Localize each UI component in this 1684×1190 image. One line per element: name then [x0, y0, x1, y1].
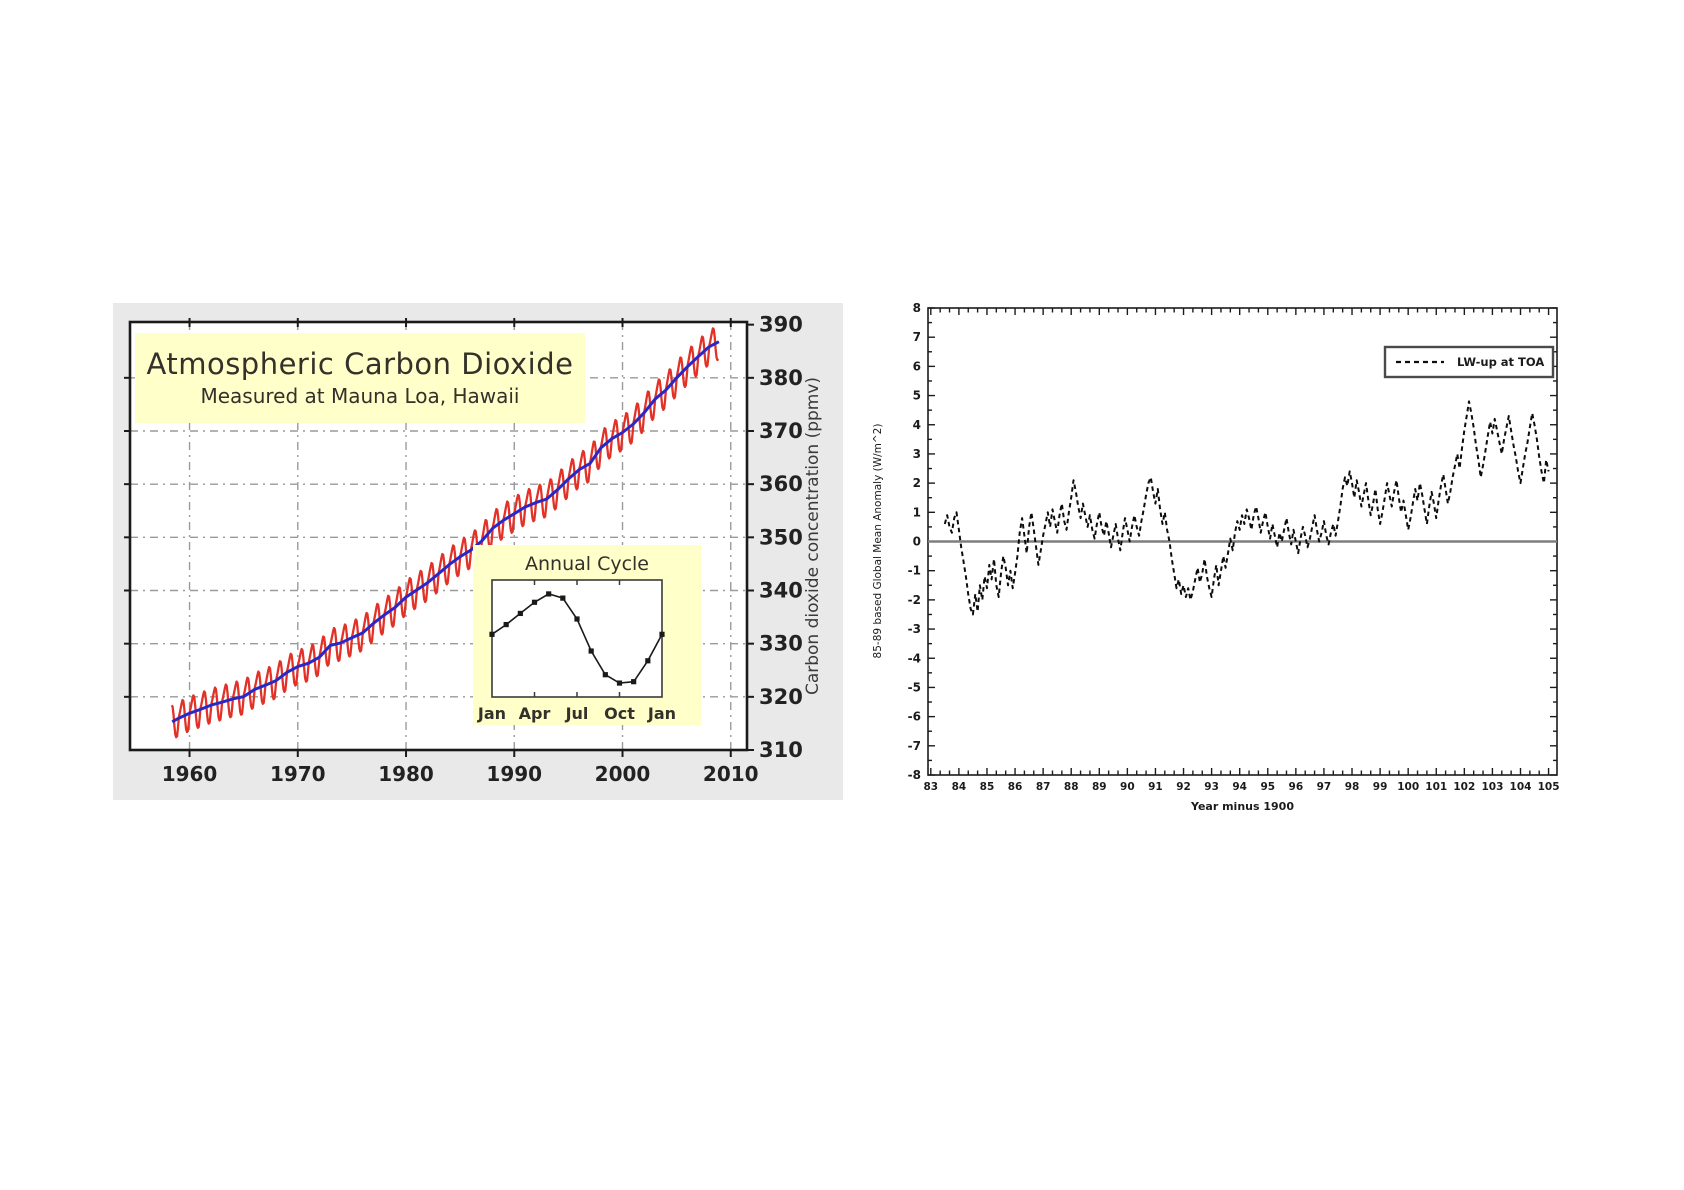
- x-tick-label: 94: [1232, 781, 1247, 793]
- x-tick-label: 2000: [595, 762, 651, 786]
- keeling-figure: 1960 1970 1980 1990 2000 2010 310 320 330 340 350 3…: [113, 303, 843, 800]
- keeling-title-box: Atmospheric Carbon Dioxide Measured at M…: [135, 333, 585, 423]
- x-tick-label: 105: [1538, 781, 1560, 793]
- inset-x-label: Jan: [477, 704, 506, 723]
- inset-x-label: Apr: [519, 704, 551, 723]
- annual-cycle-svg: Jan Apr Jul Oct Jan: [477, 579, 676, 723]
- inset-marker: [574, 616, 580, 622]
- keeling-title: Atmospheric Carbon Dioxide: [146, 347, 574, 382]
- y-tick-label: 360: [759, 472, 803, 496]
- x-tick-label: 86: [1008, 781, 1023, 793]
- inset-marker: [588, 648, 594, 654]
- trend-co2-line: [171, 340, 720, 724]
- x-tick-label: 1960: [162, 762, 218, 786]
- annual-cycle-title: Annual Cycle: [524, 553, 649, 575]
- x-tick-label: 88: [1064, 781, 1079, 793]
- y-tick-label: 3: [913, 447, 921, 461]
- legend: LW-up at TOA: [1383, 345, 1555, 379]
- erbe-y-axis-title: 85-89 based Global Mean Anomaly (W/m^2): [872, 423, 884, 659]
- y-tick-label: -4: [908, 651, 921, 665]
- inset-x-label: Oct: [604, 704, 635, 723]
- x-tick-label: 95: [1260, 781, 1275, 793]
- y-tick-label: -3: [908, 622, 921, 636]
- seasonal-co2-line: [170, 327, 720, 739]
- keeling-subtitle: Measured at Mauna Loa, Hawaii: [200, 383, 520, 408]
- x-tick-label: 1980: [378, 762, 434, 786]
- y-tick-label: 380: [759, 366, 803, 390]
- x-tick-label: 84: [952, 781, 967, 793]
- x-tick-label: 103: [1481, 781, 1503, 793]
- y-tick-label: 7: [913, 330, 921, 344]
- y-tick-label: 6: [913, 359, 921, 373]
- x-tick-label: 102: [1453, 781, 1475, 793]
- y-tick-label: 8: [913, 301, 921, 315]
- y-tick-label: -5: [908, 680, 921, 694]
- inset-x-label: Jan: [647, 704, 676, 723]
- y-tick-label: 0: [913, 535, 921, 549]
- inset-marker: [645, 658, 651, 664]
- inset-marker: [503, 621, 509, 628]
- erbe-chart-svg: -8 -7 -6 -5 -4 -3 -2 -1 0 1 2 3 4 5 6 7 8 83 84 85 86 87 88 89 9…: [908, 301, 1560, 793]
- x-tick-label: 1990: [486, 762, 542, 786]
- y-tick-label: -2: [908, 593, 921, 607]
- y-tick-label: 1: [913, 505, 921, 519]
- inset-marker: [631, 679, 637, 685]
- x-tick-label: 91: [1148, 781, 1163, 793]
- legend-box: [1383, 345, 1555, 379]
- x-tick-label: 97: [1317, 781, 1332, 793]
- y-tick-label: -6: [908, 710, 921, 724]
- x-tick-label: 96: [1289, 781, 1304, 793]
- y-tick-label: 320: [759, 685, 803, 709]
- x-tick-label: 2010: [703, 762, 759, 786]
- x-tick-label: 99: [1373, 781, 1388, 793]
- y-tick-label: -1: [908, 564, 921, 578]
- inset-marker: [659, 631, 665, 637]
- x-tick-label: 83: [923, 781, 938, 793]
- annual-cycle-inset: Annual Cycle Jan Apr Jul Oct Jan: [473, 545, 701, 725]
- x-tick-label: 93: [1204, 781, 1219, 793]
- plot-frame: [128, 320, 749, 752]
- y-tick-label: 2: [913, 476, 921, 490]
- y-tick-label: 340: [759, 578, 803, 602]
- x-tick-label: 100: [1397, 781, 1419, 793]
- y-tick-label: -8: [908, 768, 921, 782]
- x-tick-label: 1970: [270, 762, 326, 786]
- x-tick-label: 104: [1510, 781, 1532, 793]
- keeling-y-axis-title: Carbon dioxide concentration (ppmv): [803, 376, 823, 696]
- x-tick-label: 98: [1345, 781, 1360, 793]
- inset-marker: [546, 591, 552, 597]
- inset-marker: [616, 680, 623, 686]
- y-tick-label: 5: [913, 389, 921, 403]
- legend-label: LW-up at TOA: [1457, 355, 1544, 369]
- inset-plot-frame: [491, 579, 663, 698]
- y-tick-label: 310: [759, 738, 803, 762]
- inset-marker: [602, 672, 608, 678]
- y-tick-label: 390: [759, 313, 803, 337]
- x-tick-label: 101: [1425, 781, 1447, 793]
- y-tick-label: 4: [913, 418, 921, 432]
- y-tick-label: -7: [908, 739, 921, 753]
- y-tick-label: 350: [759, 525, 803, 549]
- x-tick-label: 90: [1120, 781, 1135, 793]
- inset-marker: [531, 599, 538, 605]
- inset-marker: [560, 595, 566, 601]
- x-tick-label: 85: [980, 781, 995, 793]
- x-tick-label: 89: [1092, 781, 1107, 793]
- inset-marker: [517, 610, 523, 617]
- erbe-x-axis-title: Year minus 1900: [1191, 800, 1294, 813]
- x-tick-label: 87: [1036, 781, 1051, 793]
- lw-up-line: [943, 400, 1550, 616]
- x-tick-label: 92: [1176, 781, 1191, 793]
- inset-x-label: Jul: [565, 704, 589, 723]
- inset-marker: [489, 631, 495, 637]
- y-tick-label: 370: [759, 419, 803, 443]
- erbe-figure: -8 -7 -6 -5 -4 -3 -2 -1 0 1 2 3 4 5 6 7 8 83 84 85 86 87 88 89 9…: [860, 295, 1580, 840]
- y-tick-label: 330: [759, 632, 803, 656]
